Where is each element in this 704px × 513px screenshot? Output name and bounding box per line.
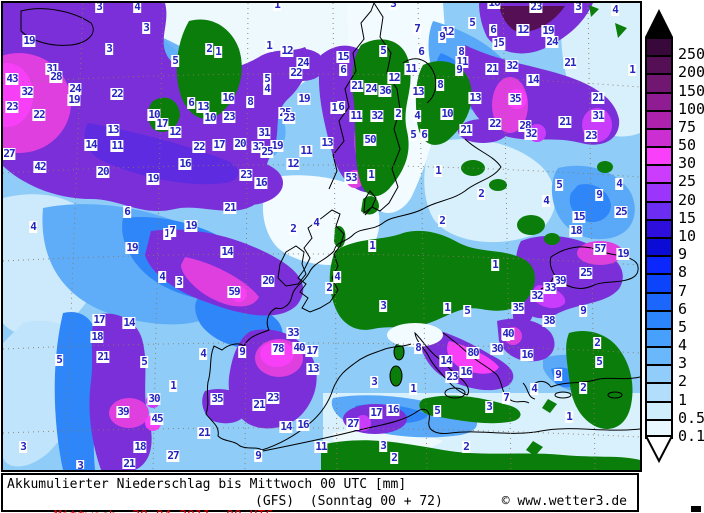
scale-arrow-down-icon: [645, 435, 673, 463]
scale-tick-label: 150: [678, 81, 704, 100]
scale-tick-label: 3: [678, 354, 688, 373]
scale-box: [645, 182, 673, 203]
model-info: (GFS) (Sonntag 00 + 72): [255, 494, 443, 509]
scale-tick-label: 6: [678, 299, 688, 318]
scale-tick-label: 15: [678, 208, 697, 227]
scale-tick-label: 0.1: [678, 426, 704, 445]
scale-box: [645, 127, 673, 149]
scale-tick-label: 0.5: [678, 408, 704, 427]
scale-tick-label: 1: [678, 390, 688, 409]
scale-tick-label: 5: [678, 317, 688, 336]
scale-arrow-up-icon: [645, 9, 673, 37]
scale-tick-label: 20: [678, 190, 697, 209]
scale-box: [645, 273, 673, 294]
scale-box: [645, 236, 673, 258]
scale-tick-label: 8: [678, 263, 688, 282]
scale-tick-label: 75: [678, 117, 697, 136]
scale-tick-label: 200: [678, 63, 704, 82]
scale-tick-label: 9: [678, 245, 688, 264]
scale-tick-label: 2: [678, 372, 688, 391]
corner-mark: [691, 506, 701, 512]
scale-box: [645, 37, 673, 58]
scale-box: [645, 109, 673, 130]
scale-box: [645, 291, 673, 312]
scale-tick-label: 100: [678, 99, 704, 118]
scale-box: [645, 164, 673, 185]
scale-box: [645, 327, 673, 349]
scale-tick-label: 30: [678, 154, 697, 173]
run-datetime: Mittwoch, 20-04-2011 00 UTC: [54, 509, 273, 513]
copyright-credit: © www.wetter3.de: [501, 494, 627, 509]
scale-tick-label: 10: [678, 226, 697, 245]
scale-box: [645, 309, 673, 330]
scale-box: [645, 91, 673, 112]
scale-tick-label: 250: [678, 45, 704, 64]
coastlines: [20, 3, 640, 452]
caption-box: Akkumulierter Niederschlag bis Mittwoch …: [1, 473, 639, 513]
scale-box: [645, 255, 673, 276]
caption-line2: Mittwoch, 20-04-2011 00 UTC (GFS) (Sonnt…: [7, 494, 633, 513]
scale-box: [645, 382, 673, 403]
map-graphic: [3, 3, 640, 470]
scale-tick-label: 7: [678, 281, 688, 300]
scale-box: [645, 55, 673, 76]
scale-box: [645, 218, 673, 239]
scale-tick-label: 25: [678, 172, 697, 191]
color-scale: 250 200 150 100 75 50 30 25 20 15 10 9 8 7 6 5 4 3 2 1 0.5 0.…: [645, 0, 704, 470]
scale-box: [645, 364, 673, 385]
scale-tick-label: 4: [678, 336, 688, 355]
scale-box: [645, 346, 673, 367]
scale-box: [645, 200, 673, 221]
scale-tick-label: 50: [678, 136, 697, 155]
scale-box: [645, 400, 673, 421]
map-title: Akkumulierter Niederschlag bis Mittwoch …: [7, 477, 407, 492]
scale-box: [645, 73, 673, 94]
scale-box: [645, 146, 673, 167]
precipitation-map: [1, 1, 642, 472]
